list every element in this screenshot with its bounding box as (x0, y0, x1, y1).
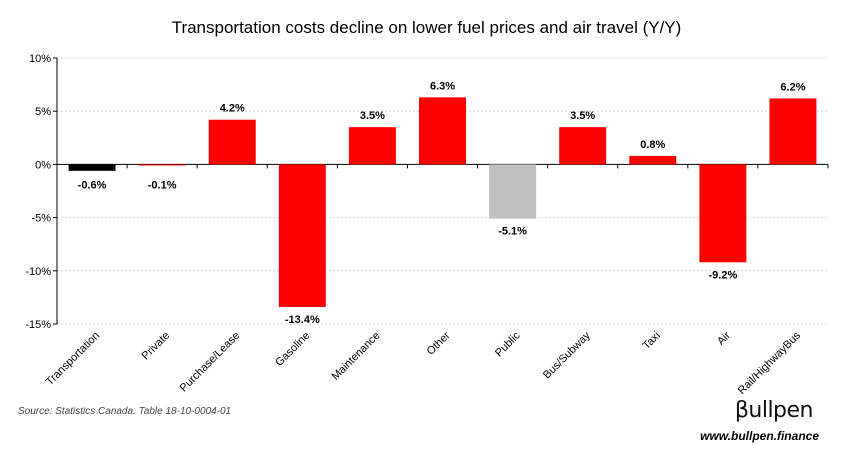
bar-bus-subway (559, 127, 607, 165)
y-tick-label: 5% (35, 106, 51, 118)
x-tick-label: Other (425, 329, 453, 357)
x-tick-label: Transportation (44, 330, 102, 388)
x-tick-label: Maintenance (329, 330, 382, 383)
data-label: 6.2% (780, 81, 805, 93)
x-tick-label: Air (715, 329, 733, 347)
data-label: 6.3% (430, 80, 455, 92)
x-tick-labels: Transportation Private Purchase/Lease Gasol… (44, 329, 804, 397)
source-note: Source: Statistics Canada. Table 18-10-0… (18, 406, 232, 417)
data-label: 3.5% (570, 110, 595, 122)
bar-rail-highwaybus (769, 98, 817, 165)
y-tick-labels: 10% 5% 0% -5% -10% -15% (25, 53, 51, 331)
website-link[interactable]: www.bullpen.finance (700, 429, 819, 443)
bar-other (419, 97, 466, 165)
x-tick-label: Public (493, 329, 523, 359)
data-label: 3.5% (360, 110, 385, 122)
x-tick-label: Taxi (641, 330, 663, 352)
data-label: -13.4% (285, 314, 320, 326)
bar-air (699, 164, 747, 263)
data-label: 0.8% (640, 139, 665, 151)
chart-title: Transportation costs decline on lower fu… (171, 18, 682, 37)
x-tick-label: Private (140, 330, 173, 363)
y-tick-label: 0% (35, 159, 51, 171)
x-tick-label: Purchase/Lease (178, 330, 243, 395)
data-label: -0.1% (148, 179, 177, 191)
data-label: -5.1% (498, 226, 527, 238)
y-tick-label: 10% (29, 53, 51, 65)
gridlines (57, 57, 828, 325)
data-label: 4.2% (220, 103, 245, 115)
y-tick-label: -10% (25, 266, 51, 278)
bars (68, 97, 817, 307)
x-tick-label: Rail/HighwayBus (736, 329, 804, 397)
data-label: -0.6% (78, 179, 107, 191)
bar-maintenance (348, 127, 396, 165)
x-tick-label: Gasoline (273, 330, 312, 369)
bar-private (138, 164, 186, 166)
bar-gasoline (278, 164, 326, 307)
x-tick-label: Bus/Subway (541, 329, 593, 381)
bar-transportation (68, 164, 116, 171)
bar-purchase-lease (208, 119, 256, 165)
bar-taxi (629, 155, 677, 165)
y-tick-label: -5% (31, 213, 51, 225)
brand-logo: βullpen (734, 398, 814, 423)
data-label: -9.2% (708, 269, 737, 281)
bar-public (489, 164, 537, 219)
data-labels: -0.6% -0.1% 4.2% -13.4% 3.5% 6.3% -5.1% 3.5% 0.8… (78, 80, 806, 326)
y-tick-label: -15% (25, 319, 51, 331)
